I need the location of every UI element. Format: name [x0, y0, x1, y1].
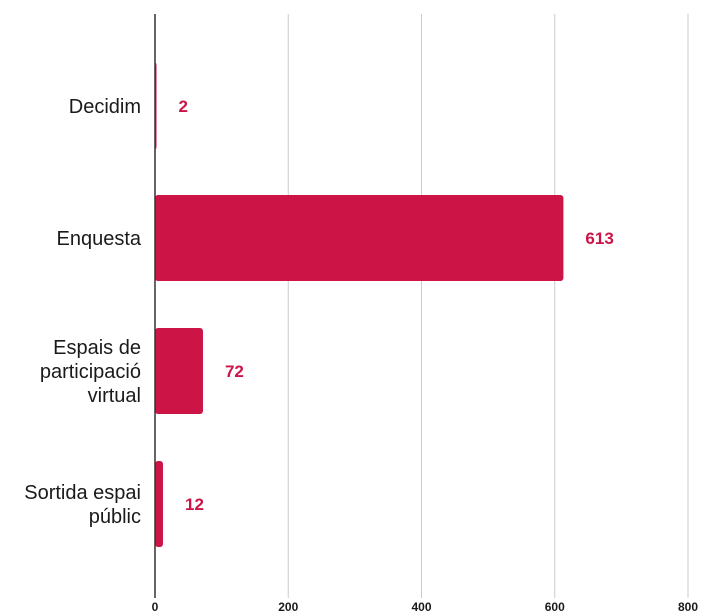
- x-tick-label-600: 600: [545, 600, 565, 612]
- bar-2: [155, 195, 564, 281]
- category-label-1: Decidim: [69, 96, 141, 118]
- value-label-4: 12: [185, 495, 204, 514]
- category-label-line: Decidim: [69, 96, 141, 118]
- category-label-3: Espais de participació virtual: [40, 337, 141, 407]
- x-tick-label-200: 200: [278, 600, 298, 612]
- bars: [155, 63, 564, 547]
- value-label-2: 613: [585, 229, 613, 248]
- value-labels: 2 613 72 12: [179, 97, 614, 514]
- x-tick-label-400: 400: [411, 600, 431, 612]
- gridlines: [287, 14, 689, 598]
- category-label-line: Enquesta: [56, 228, 141, 250]
- value-label-3: 72: [225, 362, 244, 381]
- bar-3: [155, 328, 203, 414]
- category-labels: Decidim Enquesta Espais de participació virt…: [24, 96, 142, 528]
- category-label-line: Espais de: [53, 337, 141, 359]
- category-label-line: Sortida espai: [24, 482, 141, 504]
- value-label-1: 2: [179, 97, 188, 116]
- category-label-line: virtual: [88, 385, 141, 407]
- x-tick-label-800: 800: [678, 600, 698, 612]
- category-label-4: Sortida espai públic: [24, 482, 141, 528]
- x-axis-ticks: 0 200 400 600 800: [152, 600, 699, 612]
- bar-4: [155, 461, 163, 547]
- category-label-line: públic: [89, 506, 141, 528]
- x-tick-label-0: 0: [152, 600, 159, 612]
- category-label-line: participació: [40, 361, 141, 383]
- category-label-2: Enquesta: [56, 228, 141, 250]
